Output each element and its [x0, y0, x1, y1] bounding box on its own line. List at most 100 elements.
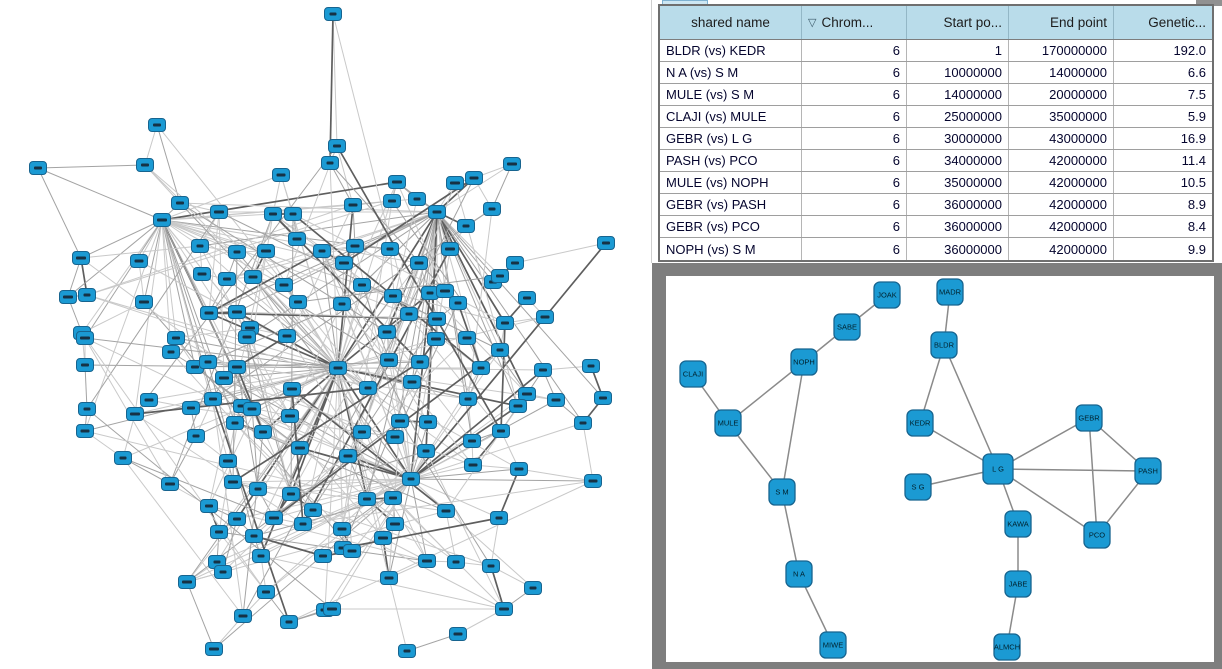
- main-network-node[interactable]: [210, 525, 228, 539]
- table-cell[interactable]: 10.5: [1180, 175, 1206, 190]
- table-cell[interactable]: 43000000: [1009, 128, 1114, 149]
- table-cell[interactable]: 170000000: [1009, 40, 1114, 61]
- main-network-node[interactable]: [153, 213, 171, 227]
- main-network-node[interactable]: [346, 239, 364, 253]
- sub-network-node-gebr[interactable]: GEBR: [1075, 404, 1103, 432]
- main-network-node[interactable]: [463, 434, 481, 448]
- main-network-node[interactable]: [428, 205, 446, 219]
- main-network-node[interactable]: [314, 549, 332, 563]
- table-cell[interactable]: 6: [802, 172, 907, 193]
- main-network-node[interactable]: [418, 554, 436, 568]
- main-network-node[interactable]: [244, 270, 262, 284]
- main-network-node[interactable]: [243, 402, 261, 416]
- main-network-node[interactable]: [257, 244, 275, 258]
- main-network-node[interactable]: [339, 449, 357, 463]
- table-row[interactable]: GEBR (vs) L G 6 30000000 43000000 16.9: [660, 128, 1212, 150]
- main-network-node[interactable]: [472, 361, 490, 375]
- main-network-node[interactable]: [441, 242, 459, 256]
- main-network-node[interactable]: [582, 359, 600, 373]
- sub-network-edge[interactable]: [997, 468, 1098, 536]
- main-network-node[interactable]: [323, 602, 341, 616]
- sub-network-node-kawa[interactable]: KAWA: [1004, 510, 1032, 538]
- table-cell[interactable]: 6: [802, 40, 907, 61]
- main-network-node[interactable]: [597, 236, 615, 250]
- main-network-node[interactable]: [187, 429, 205, 443]
- table-cell[interactable]: GEBR (vs) L G: [660, 128, 802, 149]
- table-cell[interactable]: 6: [802, 150, 907, 171]
- main-network-node[interactable]: [383, 194, 401, 208]
- main-network-node[interactable]: [465, 171, 483, 185]
- table-cell[interactable]: BLDR (vs) KEDR: [660, 40, 802, 61]
- main-network-node[interactable]: [353, 278, 371, 292]
- table-cell[interactable]: 42000000: [1009, 216, 1114, 237]
- main-network-node[interactable]: [449, 296, 467, 310]
- main-network-node[interactable]: [536, 310, 554, 324]
- table-cell[interactable]: 6: [802, 216, 907, 237]
- main-network-node[interactable]: [594, 391, 612, 405]
- table-row[interactable]: MULE (vs) S M 6 14000000 20000000 7.5: [660, 84, 1212, 106]
- table-cell[interactable]: 42000000: [1009, 194, 1114, 215]
- table-row[interactable]: GEBR (vs) PCO 6 36000000 42000000 8.4: [660, 216, 1212, 238]
- main-network-node[interactable]: [214, 565, 232, 579]
- main-network-node[interactable]: [437, 504, 455, 518]
- sub-network-node-mule[interactable]: MULE: [714, 409, 742, 437]
- main-network-node[interactable]: [534, 363, 552, 377]
- main-network-node[interactable]: [584, 474, 602, 488]
- main-network-node[interactable]: [204, 392, 222, 406]
- main-network-node[interactable]: [78, 402, 96, 416]
- main-network-node[interactable]: [386, 517, 404, 531]
- main-network-node[interactable]: [313, 244, 331, 258]
- main-network-node[interactable]: [428, 312, 446, 326]
- main-network-node[interactable]: [228, 360, 246, 374]
- table-cell[interactable]: 6: [802, 128, 907, 149]
- main-network-node[interactable]: [353, 425, 371, 439]
- main-network-node[interactable]: [126, 407, 144, 421]
- main-network-node[interactable]: [402, 472, 420, 486]
- main-network-node[interactable]: [282, 487, 300, 501]
- sub-network-edge[interactable]: [997, 468, 1149, 472]
- main-network-node[interactable]: [449, 627, 467, 641]
- main-network-node[interactable]: [328, 139, 346, 153]
- table-cell[interactable]: 36000000: [907, 216, 1009, 237]
- main-network-node[interactable]: [257, 585, 275, 599]
- table-cell[interactable]: 5.9: [1187, 109, 1206, 124]
- table-cell[interactable]: 36000000: [907, 238, 1009, 260]
- scrollbar-thumb[interactable]: [1196, 0, 1222, 6]
- main-network-node[interactable]: [291, 441, 309, 455]
- main-network-node[interactable]: [417, 444, 435, 458]
- main-network-node[interactable]: [76, 358, 94, 372]
- main-network-node[interactable]: [205, 642, 223, 656]
- main-network-node[interactable]: [427, 332, 445, 346]
- table-cell[interactable]: 7.5: [1187, 87, 1206, 102]
- main-network-node[interactable]: [136, 158, 154, 172]
- main-network-node[interactable]: [398, 644, 416, 658]
- main-network-node[interactable]: [228, 512, 246, 526]
- main-network-node[interactable]: [381, 242, 399, 256]
- table-cell[interactable]: MULE (vs) S M: [660, 84, 802, 105]
- main-network-node[interactable]: [496, 316, 514, 330]
- main-network-node[interactable]: [278, 329, 296, 343]
- main-network-node[interactable]: [343, 544, 361, 558]
- sub-network-node-madr[interactable]: MADR: [936, 278, 964, 306]
- table-cell[interactable]: 16.9: [1180, 131, 1206, 146]
- main-network-node[interactable]: [400, 307, 418, 321]
- table-cell[interactable]: 6: [802, 84, 907, 105]
- main-network-node[interactable]: [411, 355, 429, 369]
- main-network-node[interactable]: [294, 517, 312, 531]
- table-cell[interactable]: 8.4: [1187, 219, 1206, 234]
- main-network-node[interactable]: [275, 278, 293, 292]
- main-network-node[interactable]: [182, 401, 200, 415]
- main-network-node[interactable]: [321, 156, 339, 170]
- main-network-node[interactable]: [495, 602, 513, 616]
- main-network-node[interactable]: [200, 306, 218, 320]
- sub-network-edge[interactable]: [781, 491, 800, 575]
- main-network-node[interactable]: [289, 295, 307, 309]
- table-cell[interactable]: 6.6: [1187, 65, 1206, 80]
- table-cell[interactable]: 6: [802, 62, 907, 83]
- main-network-node[interactable]: [162, 345, 180, 359]
- table-cell[interactable]: 35000000: [1009, 106, 1114, 127]
- main-network-node[interactable]: [329, 361, 347, 375]
- main-network-node[interactable]: [374, 531, 392, 545]
- table-cell[interactable]: 10000000: [907, 62, 1009, 83]
- table-cell[interactable]: 30000000: [907, 128, 1009, 149]
